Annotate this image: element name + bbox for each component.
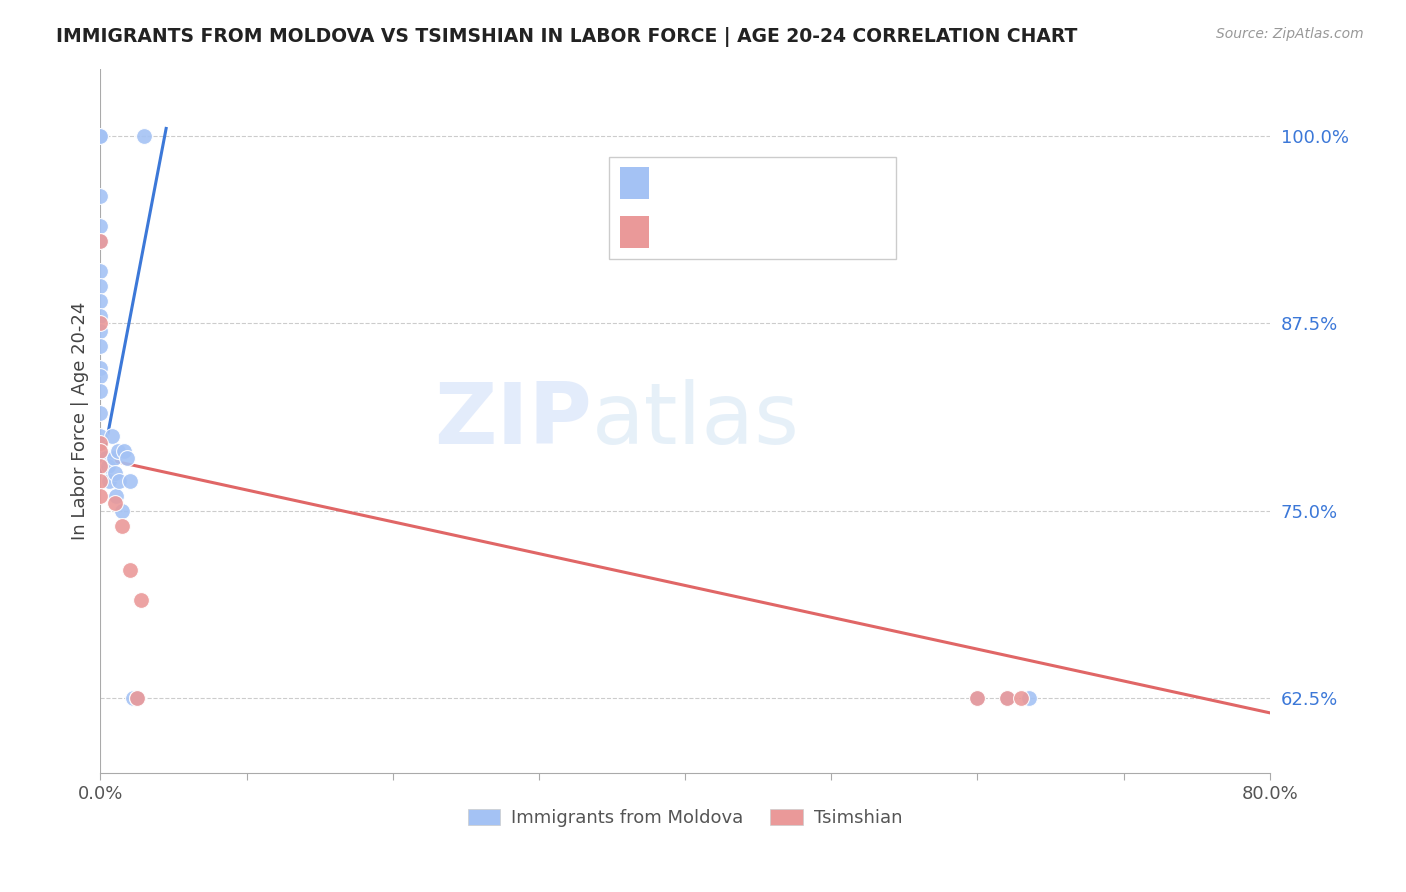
Point — [134, 128, 156, 143]
Point — [89, 384, 111, 398]
Point — [118, 474, 141, 488]
Point — [112, 443, 135, 458]
Point — [96, 451, 118, 466]
Point — [89, 489, 111, 503]
Point — [89, 474, 111, 488]
Point — [105, 489, 128, 503]
Point — [89, 219, 111, 233]
Point — [89, 406, 111, 420]
Point — [111, 518, 134, 533]
Point — [89, 339, 111, 353]
Point — [89, 128, 111, 143]
Point — [995, 690, 1018, 705]
Point — [89, 128, 111, 143]
Point — [89, 428, 111, 442]
Text: Source: ZipAtlas.com: Source: ZipAtlas.com — [1216, 27, 1364, 41]
Point — [129, 593, 152, 607]
Point — [1018, 690, 1040, 705]
Point — [89, 368, 111, 383]
Y-axis label: In Labor Force | Age 20-24: In Labor Force | Age 20-24 — [72, 301, 89, 540]
Point — [89, 234, 111, 248]
Point — [89, 128, 111, 143]
Point — [89, 128, 111, 143]
Point — [111, 503, 134, 517]
Point — [89, 234, 111, 248]
Point — [125, 690, 148, 705]
Point — [89, 278, 111, 293]
Point — [89, 443, 111, 458]
Point — [89, 189, 111, 203]
Point — [89, 128, 111, 143]
Point — [89, 128, 111, 143]
Point — [89, 293, 111, 308]
Point — [103, 451, 125, 466]
Text: ZIP: ZIP — [433, 379, 592, 462]
Text: IMMIGRANTS FROM MOLDOVA VS TSIMSHIAN IN LABOR FORCE | AGE 20-24 CORRELATION CHAR: IMMIGRANTS FROM MOLDOVA VS TSIMSHIAN IN … — [56, 27, 1077, 46]
Point — [89, 316, 111, 330]
Point — [104, 466, 127, 480]
Point — [115, 451, 138, 466]
Point — [98, 474, 121, 488]
Point — [89, 324, 111, 338]
Point — [89, 128, 111, 143]
Point — [1010, 690, 1032, 705]
Point — [101, 428, 124, 442]
Point — [118, 564, 141, 578]
Point — [107, 443, 129, 458]
Point — [121, 690, 143, 705]
Point — [89, 436, 111, 450]
Point — [97, 458, 120, 473]
Point — [89, 128, 111, 143]
Point — [966, 690, 988, 705]
Point — [995, 690, 1018, 705]
Point — [108, 474, 131, 488]
Point — [104, 496, 127, 510]
Point — [89, 361, 111, 376]
Point — [89, 309, 111, 323]
Point — [125, 690, 148, 705]
Point — [89, 128, 111, 143]
Point — [966, 690, 988, 705]
Point — [89, 264, 111, 278]
Point — [89, 458, 111, 473]
Legend: Immigrants from Moldova, Tsimshian: Immigrants from Moldova, Tsimshian — [461, 801, 910, 834]
Text: atlas: atlas — [592, 379, 800, 462]
Point — [89, 443, 111, 458]
